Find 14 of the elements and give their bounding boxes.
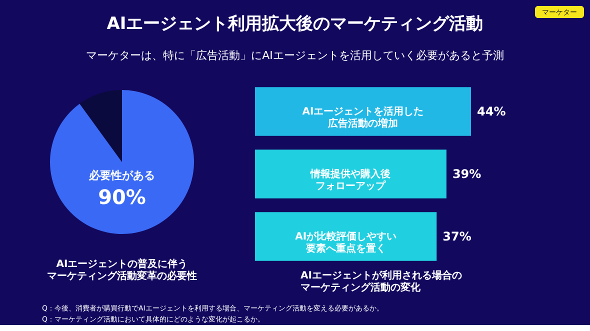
y-tick-label: AIエージェントを活用した広告活動の増加 — [302, 106, 424, 130]
data-label: 37% — [442, 230, 472, 244]
text: AIエージェント利用拡大後のマーケティング活動 — [106, 14, 484, 34]
pie-slice — [80, 90, 122, 162]
x-axis-title: AIエージェントが利用される場合のマーケティング活動の変化 — [300, 270, 462, 294]
slice-label: 必要性がある — [88, 169, 155, 182]
data-label: 44% — [477, 104, 506, 118]
text: マーケターは、特に「広告活動」にAIエージェントを活用していく必要があると予測 — [86, 49, 504, 62]
y-tick-label: AIが比較評価しやすい要素へ重点を置く — [295, 230, 397, 254]
text: AIエージェントの普及に伴うマーケティング活動変革の必要性 — [47, 258, 197, 282]
pie-slice — [50, 90, 194, 234]
data-label: 39% — [452, 167, 482, 181]
data-label: 90% — [98, 185, 146, 209]
y-tick-label: 情報提供や購入後フォローアップ — [310, 168, 391, 192]
